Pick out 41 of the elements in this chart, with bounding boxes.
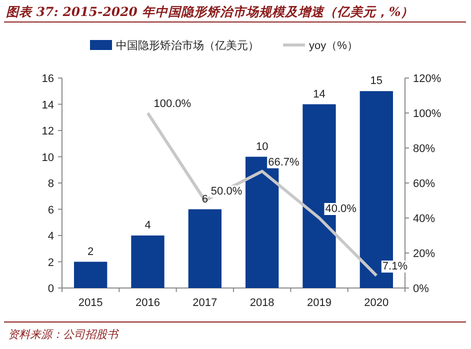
y2-tick-label: 60% [413,178,436,190]
y-tick-label: 12 [42,126,54,138]
data-label: 66.7% [268,156,300,168]
x-tick-label: 2017 [192,297,218,309]
data-label: 40.0% [325,203,357,215]
y-tick-label: 6 [48,204,54,216]
bar [188,209,222,288]
x-tick-label: 2018 [250,297,274,309]
data-label: 2 [88,246,94,258]
x-tick-label: 2015 [78,297,103,309]
x-tick-label: 2019 [307,297,332,309]
chart-title: 图表 37: 2015-2020 年中国隐形矫治市场规模及增速（亿美元，%） [6,4,414,19]
data-label: 4 [144,220,151,232]
data-label: 50.0% [210,186,242,198]
y2-tick-label: 40% [413,213,436,225]
y2-tick-label: 20% [413,248,436,260]
y2-tick-label: 80% [413,143,436,155]
y2-tick-label: 120% [413,73,442,85]
y-tick-label: 0 [48,283,54,295]
x-tick-label: 2020 [364,297,389,309]
y-tick-label: 16 [42,73,54,85]
y-tick-label: 2 [48,256,54,269]
legend-label: yoy（%） [309,40,358,52]
data-label: 10 [256,140,268,153]
y2-tick-label: 100% [413,108,442,120]
line-series [146,112,378,278]
legend-label: 中国隐形矫治市场（亿美元） [116,39,259,52]
x-tick-label: 2016 [136,297,160,309]
data-label: 14 [313,88,326,100]
bar [131,236,164,288]
data-label: 15 [370,75,383,88]
y-tick-label: 10 [42,152,54,164]
text: 资料来源：公司招股书 [8,328,120,341]
bar [74,262,108,288]
data-label: 100.0% [154,98,192,110]
y2-tick-label: 0% [413,283,430,295]
data-label: 6 [202,193,208,206]
y-tick-label: 4 [48,230,54,242]
data-label: 7.1% [382,260,408,273]
y-tick-label: 8 [48,178,54,190]
y-tick-label: 14 [42,99,54,112]
